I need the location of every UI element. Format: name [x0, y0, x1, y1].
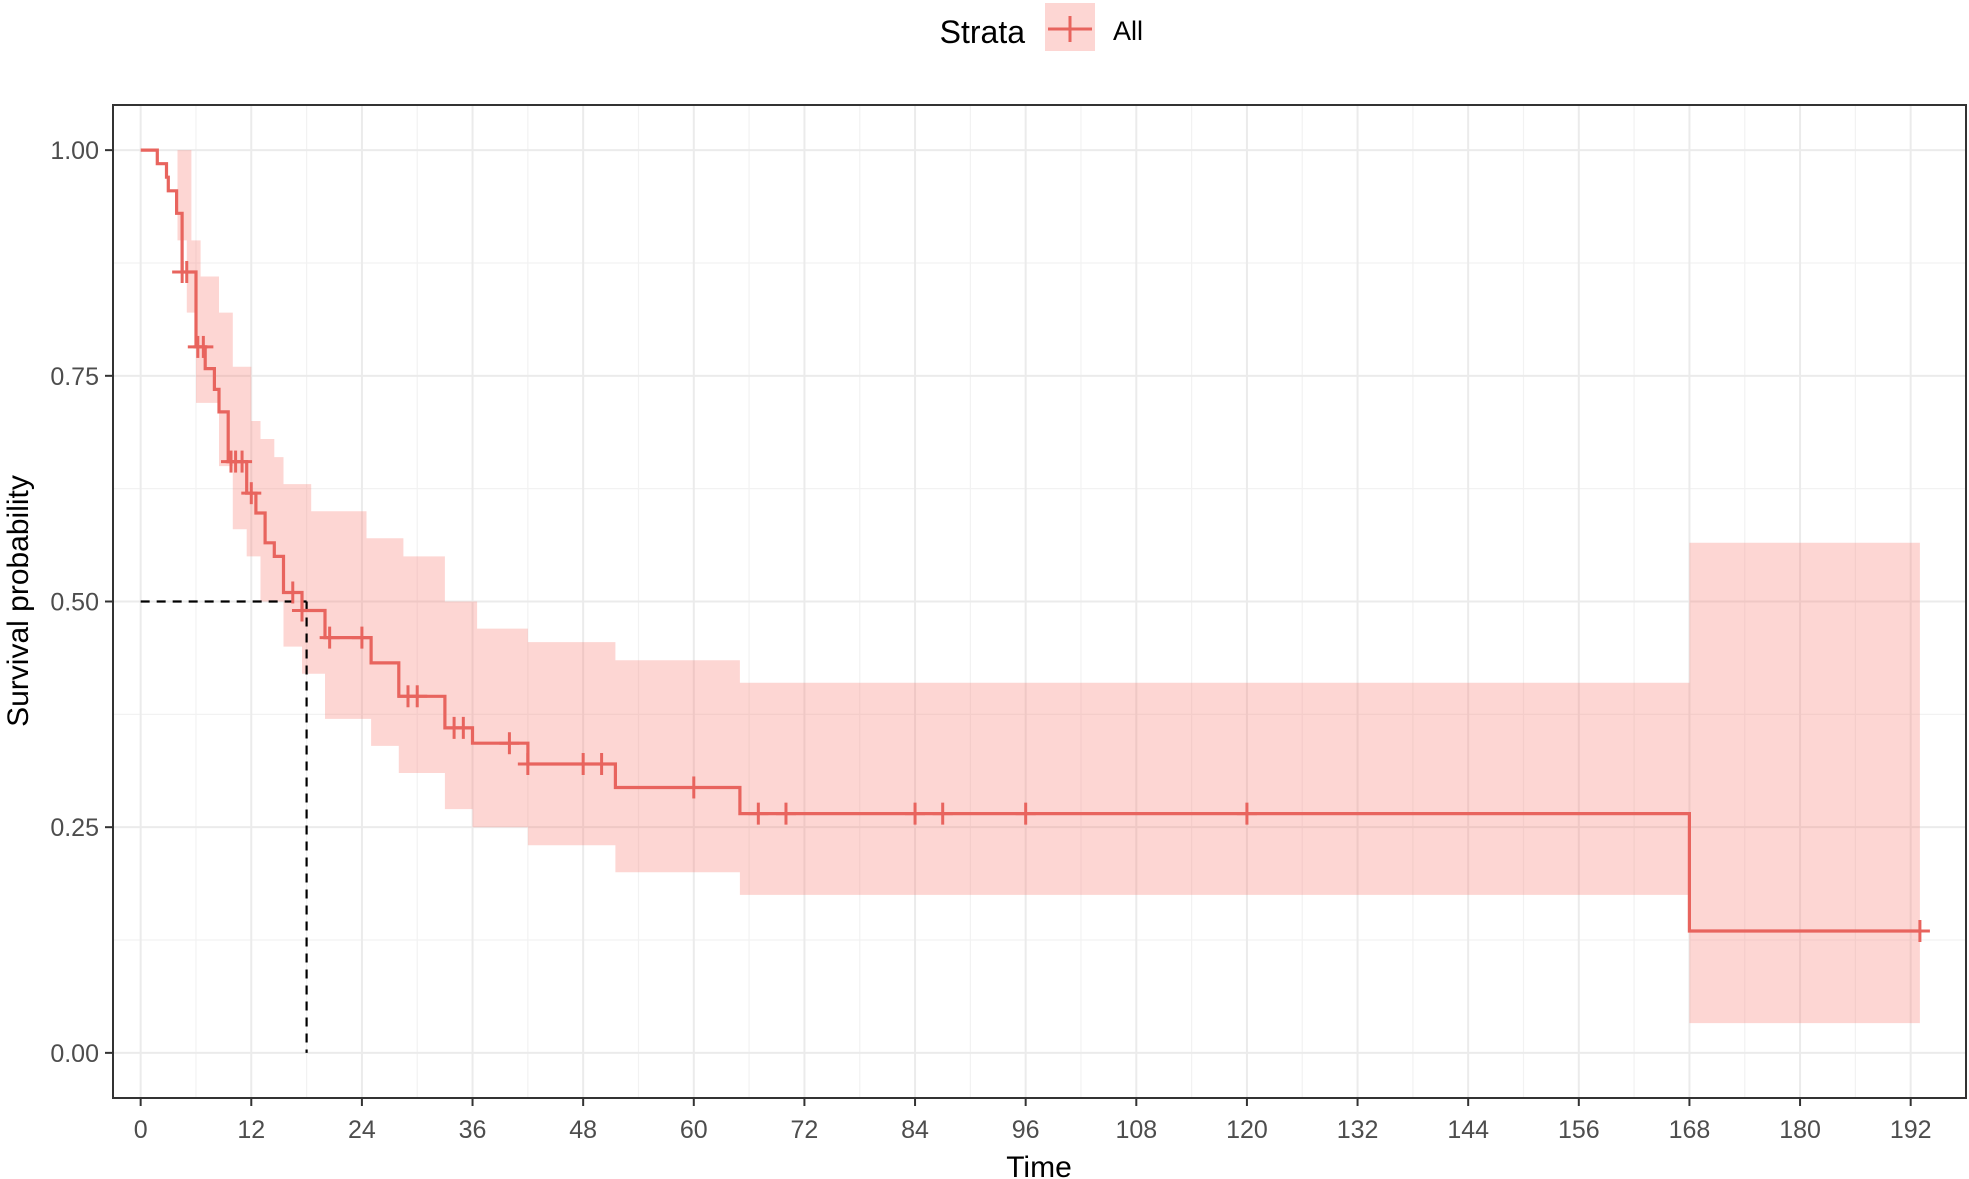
x-tick-label: 132 — [1337, 1116, 1379, 1144]
x-tick-label: 156 — [1558, 1116, 1600, 1144]
legend-title: Strata — [940, 14, 1026, 50]
censor-mark — [775, 802, 796, 825]
censor-mark — [351, 626, 372, 649]
censor-mark — [1909, 919, 1930, 942]
x-tick-label: 36 — [459, 1116, 487, 1144]
y-tick-label: 1.00 — [50, 137, 99, 165]
x-tick-label: 108 — [1115, 1116, 1157, 1144]
x-tick-label: 72 — [791, 1116, 819, 1144]
x-tick-label: 24 — [348, 1116, 376, 1144]
censor-marks — [172, 261, 1930, 942]
y-tick-label: 0.75 — [50, 363, 99, 391]
censor-mark — [905, 802, 926, 825]
x-tick-label: 0 — [134, 1116, 148, 1144]
x-tick-label: 84 — [901, 1116, 929, 1144]
y-tick-label: 0.50 — [50, 589, 99, 617]
x-tick-label: 96 — [1012, 1116, 1040, 1144]
censor-mark — [683, 776, 704, 799]
censor-mark — [499, 732, 520, 755]
censor-mark — [232, 450, 253, 473]
x-tick-label: 192 — [1890, 1116, 1932, 1144]
x-axis: 0 12 24 36 48 60 72 84 96 108 120 132 144 156 168 180 19… — [134, 1098, 1932, 1144]
x-tick-label: 12 — [237, 1116, 265, 1144]
x-tick-label: 60 — [680, 1116, 708, 1144]
confidence-band-layer — [140, 150, 1920, 1024]
legend-label-all: All — [1113, 16, 1143, 46]
censor-mark — [1236, 802, 1257, 825]
y-tick-label: 0.25 — [50, 814, 99, 842]
confidence-band-all — [140, 150, 1920, 1024]
y-axis-title: Survival probability — [2, 475, 35, 727]
censor-mark — [407, 685, 428, 708]
censor-mark — [591, 752, 612, 775]
censor-mark — [932, 802, 953, 825]
y-tick-label: 0.00 — [50, 1040, 99, 1068]
censor-mark — [453, 716, 474, 739]
censor-mark — [319, 626, 340, 649]
censor-mark — [517, 752, 538, 775]
x-tick-label: 144 — [1447, 1116, 1489, 1144]
censor-mark — [1015, 802, 1036, 825]
censor-mark — [573, 752, 594, 775]
y-axis: 0.00 0.25 0.50 0.75 1.00 — [50, 137, 113, 1068]
x-axis-title: Time — [1006, 1151, 1072, 1179]
median-survival-lines — [140, 600, 308, 1053]
x-tick-label: 168 — [1669, 1116, 1711, 1144]
x-tick-label: 180 — [1779, 1116, 1821, 1144]
censor-mark — [176, 261, 197, 284]
censor-mark — [748, 802, 769, 825]
censor-mark — [193, 335, 214, 358]
censor-mark — [282, 581, 303, 604]
censor-mark — [291, 599, 312, 622]
legend: Strata All — [940, 3, 1143, 51]
x-tick-label: 48 — [569, 1116, 597, 1144]
censor-mark — [241, 482, 262, 505]
x-tick-label: 120 — [1226, 1116, 1268, 1144]
